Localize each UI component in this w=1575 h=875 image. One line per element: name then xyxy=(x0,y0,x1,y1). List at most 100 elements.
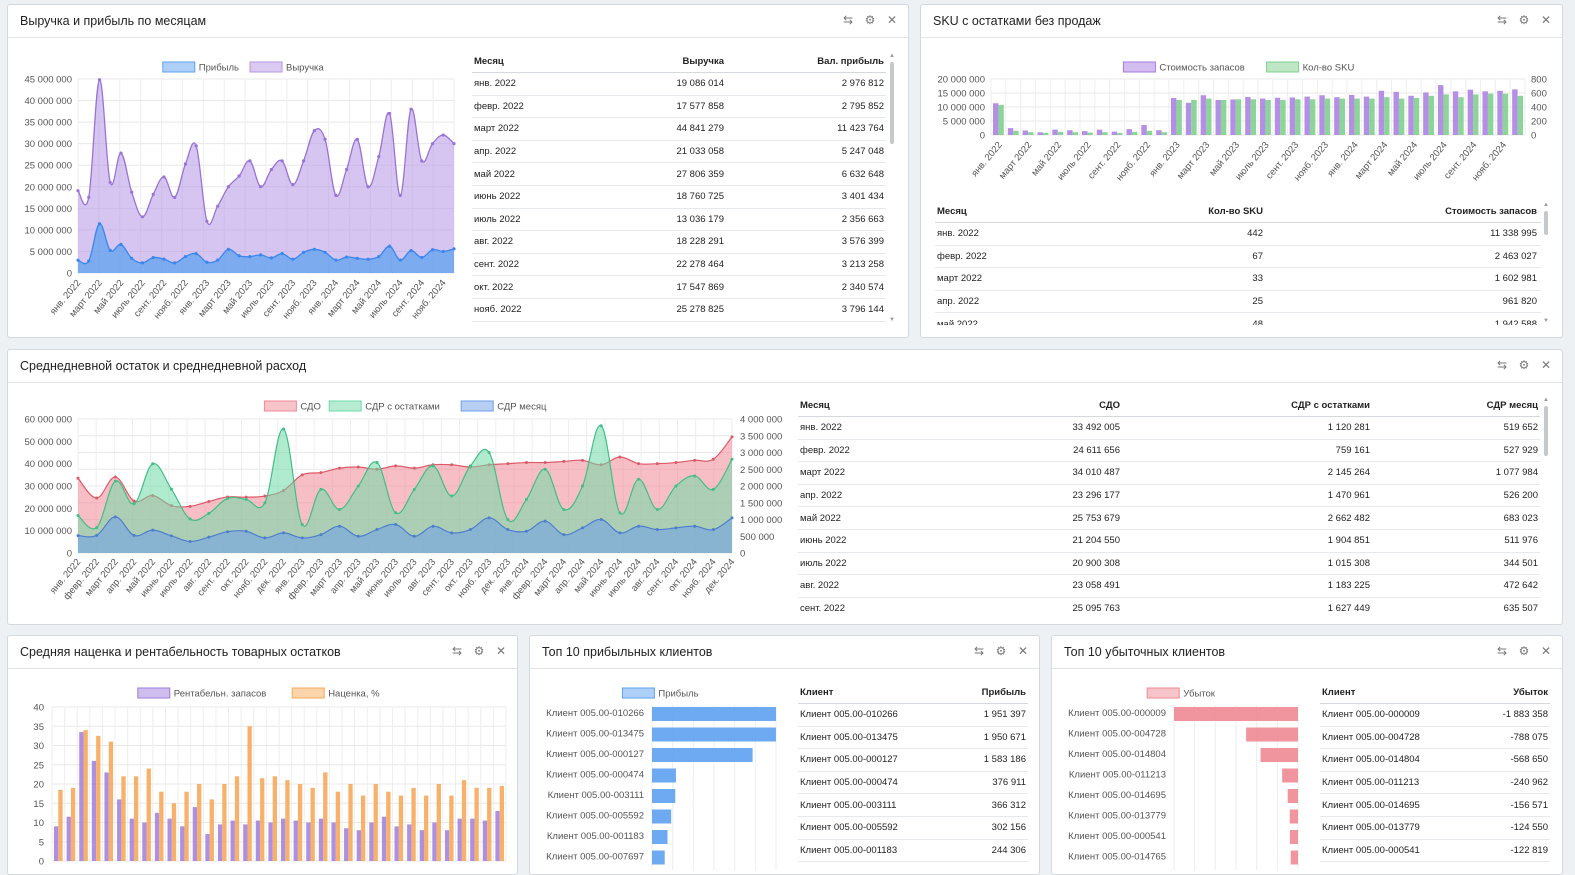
table-row[interactable]: апр. 2022 21 033 058 5 247 048 xyxy=(472,141,886,164)
bar-rentab xyxy=(230,820,235,861)
table-row[interactable]: Клиент 005.00-000127 1 583 186 xyxy=(798,749,1028,772)
gear-icon[interactable]: ⚙ xyxy=(1518,13,1530,27)
data-point xyxy=(655,507,659,511)
table-row[interactable]: Клиент 005.00-010266 1 951 397 xyxy=(798,704,1028,727)
close-icon[interactable]: ✕ xyxy=(1540,358,1552,372)
table-cell: 2 356 663 xyxy=(841,213,884,225)
table-row[interactable]: Клиент 005.00-013475 1 950 671 xyxy=(798,727,1028,750)
table-row[interactable]: июль 2022 20 900 308 1 015 308 344 501 xyxy=(798,553,1540,576)
bar-rentab xyxy=(167,818,172,861)
bar-stock-value xyxy=(1274,97,1281,135)
table-cell: Клиент 005.00-013475 xyxy=(800,731,898,743)
column-header: СДР месяц xyxy=(1486,400,1538,411)
table-row[interactable]: сент. 2022 25 095 763 1 627 449 635 507 xyxy=(798,598,1540,612)
y-tick-label: 25 000 000 xyxy=(24,161,72,172)
table-row[interactable]: Клиент 005.00-000541 -122 819 xyxy=(1320,840,1550,863)
table-row[interactable]: февр. 2022 17 577 858 2 795 852 xyxy=(472,96,886,119)
data-point xyxy=(300,473,304,477)
table-row[interactable]: Клиент 005.00-013779 -124 550 xyxy=(1320,817,1550,840)
table-row[interactable]: Клиент 005.00-004728 -788 075 xyxy=(1320,727,1550,750)
swap-icon[interactable]: ⇆ xyxy=(451,644,463,658)
legend-swatch xyxy=(328,400,362,412)
table-header: Месяц Кол-во SKU Стоимость запасов xyxy=(935,201,1541,223)
table-cell: март 2022 xyxy=(937,273,983,285)
table-row[interactable]: Клиент 005.00-011213 -240 962 xyxy=(1320,772,1550,795)
bar-markup xyxy=(159,791,164,861)
swap-icon[interactable]: ⇆ xyxy=(973,644,985,658)
bar-stock-value xyxy=(1289,97,1296,135)
table-row[interactable]: июль 2022 13 036 179 2 356 663 xyxy=(472,209,886,232)
table-row[interactable]: Клиент 005.00-005592 302 156 xyxy=(798,817,1028,840)
table-cell: 6 632 648 xyxy=(841,168,884,180)
bar-markup xyxy=(184,791,189,861)
table-row[interactable]: янв. 2022 33 492 005 1 120 281 519 652 xyxy=(798,417,1540,440)
table-cell: 19 086 014 xyxy=(676,78,724,90)
gear-icon[interactable]: ⚙ xyxy=(864,13,876,27)
swap-icon[interactable]: ⇆ xyxy=(842,13,854,27)
close-icon[interactable]: ✕ xyxy=(1017,644,1029,658)
bar-stock-value xyxy=(1408,95,1414,135)
table-row[interactable]: Клиент 005.00-000474 376 911 xyxy=(798,772,1028,795)
close-icon[interactable]: ✕ xyxy=(886,13,898,27)
table-cell: 1 015 308 xyxy=(1327,557,1370,569)
table-row[interactable]: Клиент 005.00-003111 366 312 xyxy=(798,794,1028,817)
swap-icon[interactable]: ⇆ xyxy=(1496,13,1508,27)
data-point xyxy=(637,524,641,528)
gear-icon[interactable]: ⚙ xyxy=(1518,644,1530,658)
data-point xyxy=(300,536,304,540)
table-row[interactable]: апр. 2022 25 961 820 xyxy=(935,291,1541,314)
y-tick-label: 25 xyxy=(33,760,44,771)
data-point xyxy=(693,524,697,528)
table-row[interactable]: февр. 2022 24 611 656 759 161 527 929 xyxy=(798,440,1540,463)
table-row[interactable]: янв. 2022 19 086 014 2 976 812 xyxy=(472,73,886,96)
data-point xyxy=(151,462,155,466)
table-row[interactable]: март 2022 44 841 279 11 423 764 xyxy=(472,118,886,141)
gear-icon[interactable]: ⚙ xyxy=(1518,358,1530,372)
close-icon[interactable]: ✕ xyxy=(495,644,507,658)
close-icon[interactable]: ✕ xyxy=(1540,644,1552,658)
table-row[interactable]: Клиент 005.00-000009 -1 883 358 xyxy=(1320,704,1550,727)
table-row[interactable]: апр. 2022 23 296 177 1 470 961 526 200 xyxy=(798,485,1540,508)
table-cell: 302 156 xyxy=(991,822,1026,834)
table-row[interactable]: Клиент 005.00-014695 -156 571 xyxy=(1320,794,1550,817)
bar-stock-value xyxy=(1171,98,1177,135)
table-row[interactable]: май 2022 48 1 942 588 xyxy=(935,313,1541,325)
table-cell: 5 247 048 xyxy=(841,146,884,158)
bar-rentab xyxy=(255,820,261,861)
table-cell: -788 075 xyxy=(1510,731,1548,743)
table-row[interactable]: авг. 2022 23 058 491 1 183 225 472 642 xyxy=(798,575,1540,598)
table-row[interactable]: авг. 2022 18 228 291 3 576 399 xyxy=(472,231,886,254)
bar-sku-count xyxy=(1339,98,1345,135)
data-point xyxy=(452,142,456,146)
bar-stock-value xyxy=(1260,98,1266,135)
gear-icon[interactable]: ⚙ xyxy=(473,644,485,658)
table-row[interactable]: Клиент 005.00-001183 244 306 xyxy=(798,840,1028,863)
data-point xyxy=(95,496,99,500)
table-row[interactable]: нояб. 2022 25 278 825 3 796 144 xyxy=(472,299,886,322)
table-row[interactable]: июнь 2022 18 760 725 3 401 434 xyxy=(472,186,886,209)
table-row[interactable]: февр. 2022 67 2 463 027 xyxy=(935,246,1541,269)
table-row[interactable]: янв. 2022 442 11 338 995 xyxy=(935,223,1541,246)
gear-icon[interactable]: ⚙ xyxy=(995,644,1007,658)
scrollbar[interactable]: ▲ ▼ xyxy=(1543,202,1549,324)
table-row[interactable]: март 2022 34 010 487 2 145 264 1 077 984 xyxy=(798,462,1540,485)
swap-icon[interactable]: ⇆ xyxy=(1496,644,1508,658)
data-point xyxy=(205,260,209,264)
scrollbar[interactable]: ▲ xyxy=(1543,397,1549,615)
table-row[interactable]: окт. 2022 17 547 869 2 340 574 xyxy=(472,276,886,299)
table-row[interactable]: май 2022 27 806 359 6 632 648 xyxy=(472,163,886,186)
table-row[interactable]: сент. 2022 22 278 464 3 213 258 xyxy=(472,254,886,277)
scrollbar[interactable]: ▲ ▼ xyxy=(889,53,895,323)
swap-icon[interactable]: ⇆ xyxy=(1496,358,1508,372)
y-tick-label: 40 000 000 xyxy=(24,96,72,107)
table-row[interactable]: июнь 2022 21 204 550 1 904 851 511 976 xyxy=(798,530,1540,553)
table-row[interactable]: май 2022 25 753 679 2 662 482 683 023 xyxy=(798,507,1540,530)
table-cell: 511 976 xyxy=(1504,535,1538,547)
table-row[interactable]: Клиент 005.00-014804 -568 650 xyxy=(1320,749,1550,772)
bar-rentab xyxy=(243,824,248,861)
table-row[interactable]: март 2022 33 1 602 981 xyxy=(935,268,1541,291)
data-point xyxy=(95,533,99,537)
close-icon[interactable]: ✕ xyxy=(1540,13,1552,27)
bar-rentab xyxy=(457,818,462,861)
data-point xyxy=(412,487,416,491)
